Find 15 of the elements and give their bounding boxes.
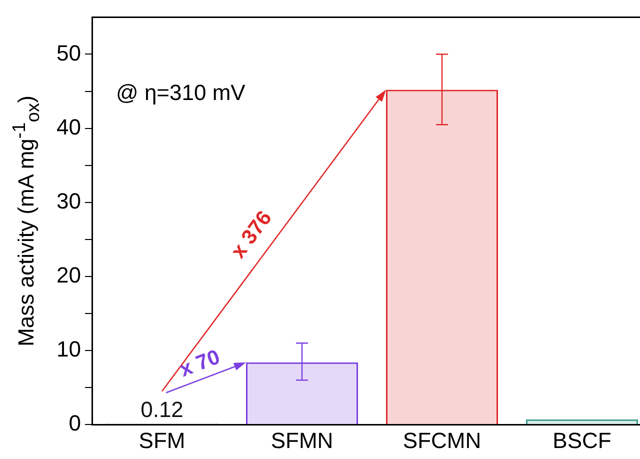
y-tick-label: 30 — [56, 188, 81, 214]
y-tick-label: 50 — [56, 40, 81, 66]
x-tick-label: SFM — [138, 428, 186, 453]
annotation: @ η=310 mV — [116, 80, 246, 106]
y-tick-label: 20 — [56, 262, 81, 288]
annotation: x 70 — [176, 345, 224, 382]
annotation: x 376 — [226, 206, 278, 263]
bar — [526, 419, 638, 424]
y-tick-label: 0 — [68, 410, 81, 436]
x-tick-label: BSCF — [552, 428, 612, 453]
x-tick-label: SFMN — [270, 428, 334, 453]
y-tick-label: 40 — [56, 114, 81, 140]
data-label: 0.12 — [140, 396, 184, 422]
x-tick-label: SFCMN — [402, 428, 482, 453]
y-tick-label: 10 — [56, 336, 81, 362]
